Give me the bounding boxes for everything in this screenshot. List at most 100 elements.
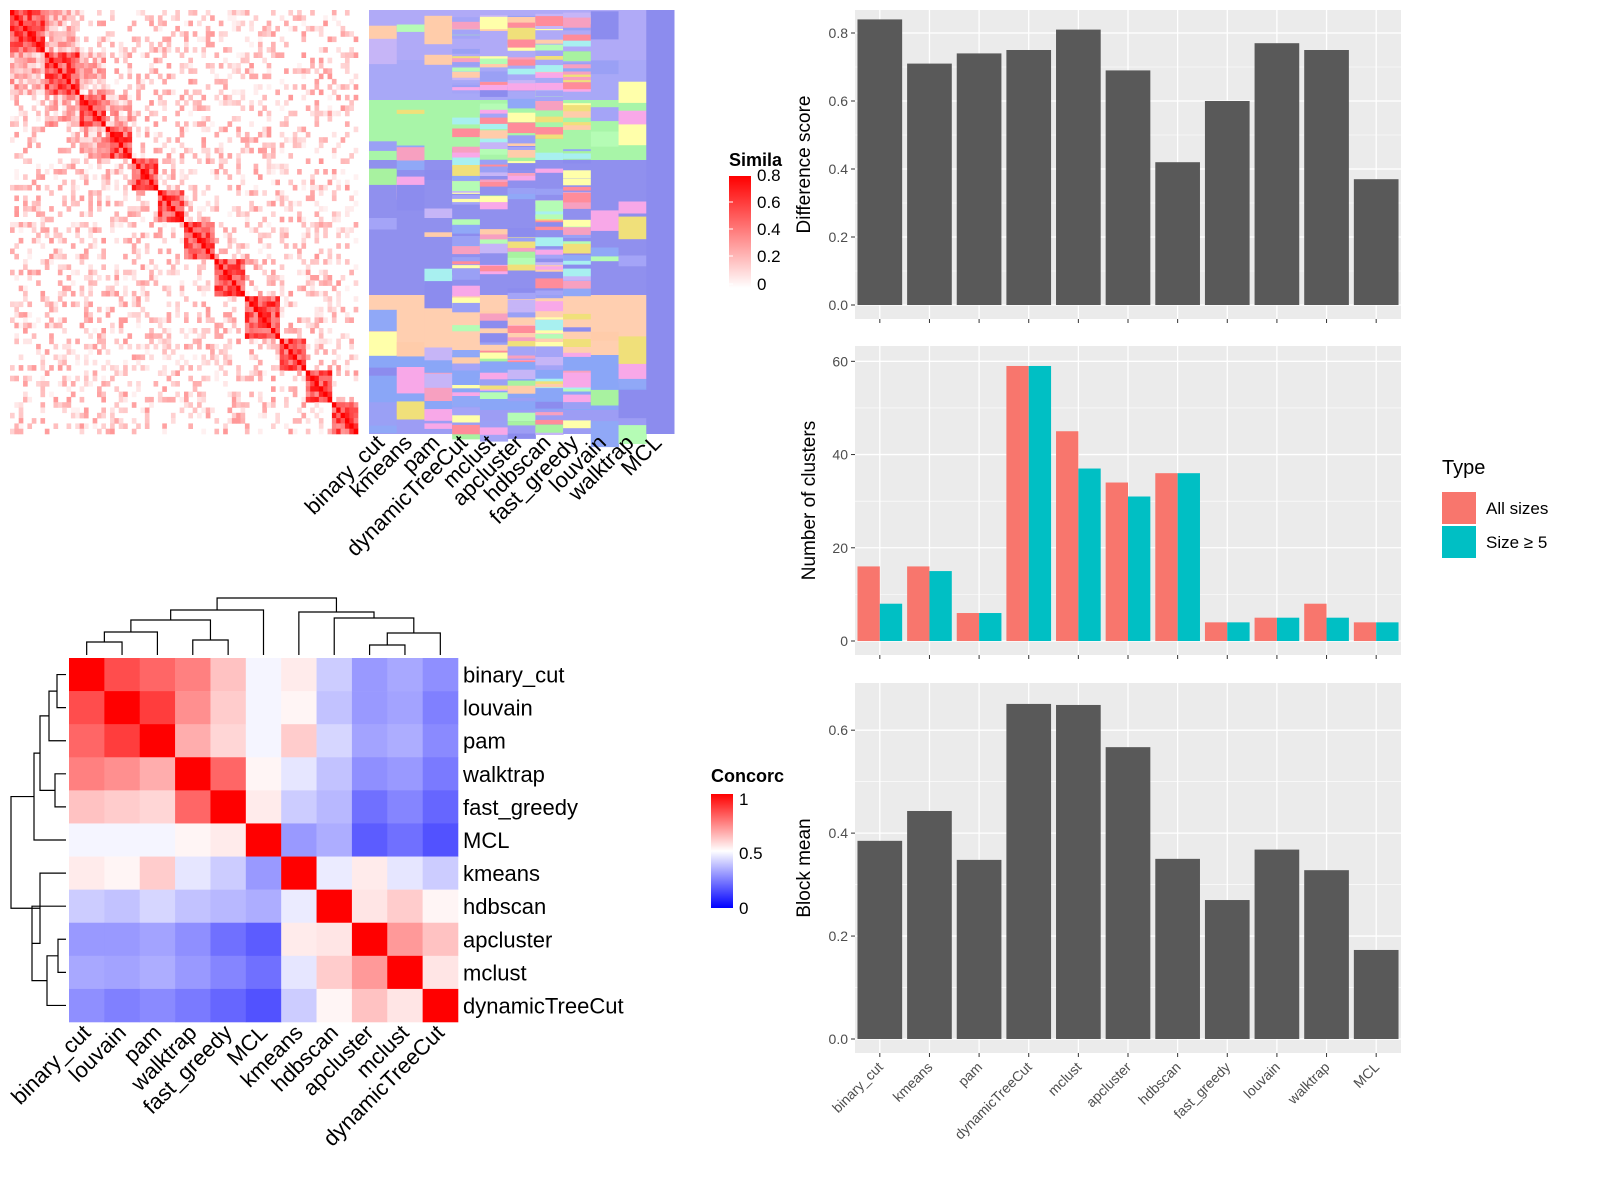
similarity-cell (197, 121, 202, 127)
similarity-cell (262, 328, 267, 334)
similarity-cell (184, 227, 189, 233)
similarity-cell (353, 126, 359, 133)
assignment-cell (424, 208, 453, 218)
similarity-cell (97, 126, 102, 133)
similarity-cell (123, 195, 128, 202)
similarity-cell (136, 359, 141, 366)
concordance-cell (104, 823, 141, 857)
similarity-cell (288, 94, 294, 101)
similarity-cell (353, 237, 359, 244)
similarity-cell (10, 222, 15, 228)
similarity-cell (236, 184, 241, 191)
similarity-cell (192, 280, 198, 286)
similarity-cell (75, 137, 80, 143)
similarity-cell (75, 222, 80, 228)
similarity-cell (279, 280, 285, 286)
similarity-cell (175, 216, 180, 223)
similarity-cell (166, 343, 172, 350)
similarity-cell (110, 169, 115, 175)
similarity-cell (31, 365, 37, 371)
similarity-cell (18, 41, 24, 48)
assignment-cell (535, 127, 564, 135)
similarity-cell (23, 47, 28, 53)
similarity-cell (314, 184, 320, 191)
similarity-cell (244, 190, 250, 196)
assignment-cell (563, 372, 592, 379)
similarity-cell (305, 264, 311, 270)
similarity-cell (97, 57, 102, 64)
y-tick-label: 0.4 (829, 161, 849, 177)
similarity-cell (153, 147, 159, 154)
similarity-cell (114, 94, 120, 101)
assignment-cell (563, 111, 592, 118)
assignment-cell (535, 412, 564, 416)
similarity-cell (101, 264, 106, 270)
similarity-cell (218, 259, 224, 265)
assignment-cell (507, 60, 536, 100)
similarity-cell (110, 94, 115, 101)
similarity-cell (297, 418, 302, 424)
similarity-cell (227, 47, 233, 53)
similarity-cell (188, 110, 193, 117)
similarity-cell (297, 354, 302, 361)
similarity-cell (184, 31, 189, 37)
similarity-cell (271, 179, 276, 186)
similarity-cell (92, 52, 98, 58)
similarity-cell (279, 386, 285, 392)
similarity-cell (349, 412, 354, 419)
similarity-cell (331, 169, 337, 175)
similarity-cell (340, 423, 346, 429)
assignment-cell (646, 410, 675, 434)
similarity-cell (175, 25, 180, 32)
similarity-cell (92, 359, 98, 366)
similarity-cell (114, 179, 120, 186)
similarity-cell (201, 264, 207, 270)
assignment-cell (396, 367, 425, 394)
similarity-cell (205, 243, 211, 249)
similarity-cell (157, 338, 163, 345)
similarity-cell (188, 232, 193, 239)
similarity-cell (314, 375, 320, 382)
similarity-cell (271, 227, 276, 233)
similarity-cell (323, 137, 328, 143)
similarity-cell (53, 100, 59, 106)
similarity-cell (162, 328, 167, 334)
similarity-cell (66, 396, 72, 403)
similarity-cell (92, 57, 98, 64)
concordance-cell (281, 790, 317, 824)
similarity-cell (297, 317, 302, 323)
similarity-cell (223, 78, 228, 85)
similarity-cell (223, 343, 228, 350)
similarity-cell (179, 31, 185, 37)
similarity-cell (88, 153, 93, 159)
similarity-cell (340, 158, 346, 164)
similarity-cell (110, 375, 115, 382)
similarity-cell (79, 386, 85, 392)
similarity-cell (105, 179, 111, 186)
similarity-cell (218, 280, 224, 286)
similarity-cell (114, 386, 120, 392)
similarity-cell (105, 359, 111, 366)
similarity-cell (201, 354, 207, 361)
similarity-cell (153, 381, 159, 387)
similarity-cell (62, 36, 67, 43)
similarity-cell (331, 10, 337, 16)
similarity-cell (97, 41, 102, 48)
similarity-cell (36, 142, 41, 149)
similarity-cell (205, 216, 211, 223)
similarity-cell (114, 131, 120, 138)
similarity-cell (157, 216, 163, 223)
similarity-cell (175, 200, 180, 207)
similarity-cell (44, 52, 50, 58)
similarity-cell (184, 63, 189, 69)
similarity-cell (88, 100, 93, 106)
similarity-cell (340, 402, 346, 408)
similarity-cell (136, 41, 141, 48)
similarity-cell (214, 428, 220, 435)
concordance-cell (245, 790, 282, 824)
similarity-cell (197, 391, 202, 398)
similarity-cell (197, 100, 202, 106)
similarity-cell (97, 137, 102, 143)
similarity-cell (92, 328, 98, 334)
similarity-cell (192, 386, 198, 392)
